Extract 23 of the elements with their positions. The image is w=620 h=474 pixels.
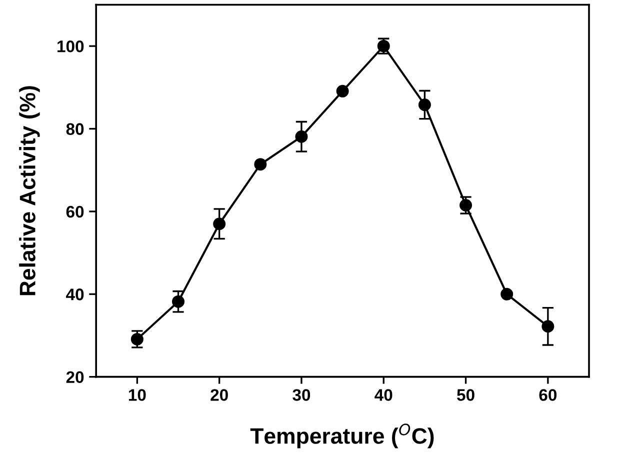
point xyxy=(213,218,226,230)
point xyxy=(460,199,472,212)
x-tick-label: 40 xyxy=(374,389,392,401)
y-axis-title: Relative Activity (%) xyxy=(19,86,40,296)
x-tick-label: 30 xyxy=(292,389,310,401)
point xyxy=(418,98,431,112)
x-tick-label: 20 xyxy=(210,389,228,401)
point xyxy=(295,130,308,143)
y-tick-label: 40 xyxy=(66,288,84,300)
point xyxy=(254,158,267,171)
y-tick-label: 60 xyxy=(66,206,84,218)
x-tick-label: 10 xyxy=(128,389,146,401)
y-tick-label: 20 xyxy=(66,371,84,384)
point xyxy=(542,320,554,333)
x-tick-label: 50 xyxy=(457,389,474,401)
y-tick-label: 100 xyxy=(58,40,84,52)
point xyxy=(336,84,349,98)
point xyxy=(130,332,144,346)
x-tick-label: 60 xyxy=(539,389,557,401)
point xyxy=(172,295,184,308)
x-axis-title: Temperature ($^{O}$C) xyxy=(250,424,434,448)
y-tick-label: 80 xyxy=(66,123,84,135)
point xyxy=(500,288,514,300)
